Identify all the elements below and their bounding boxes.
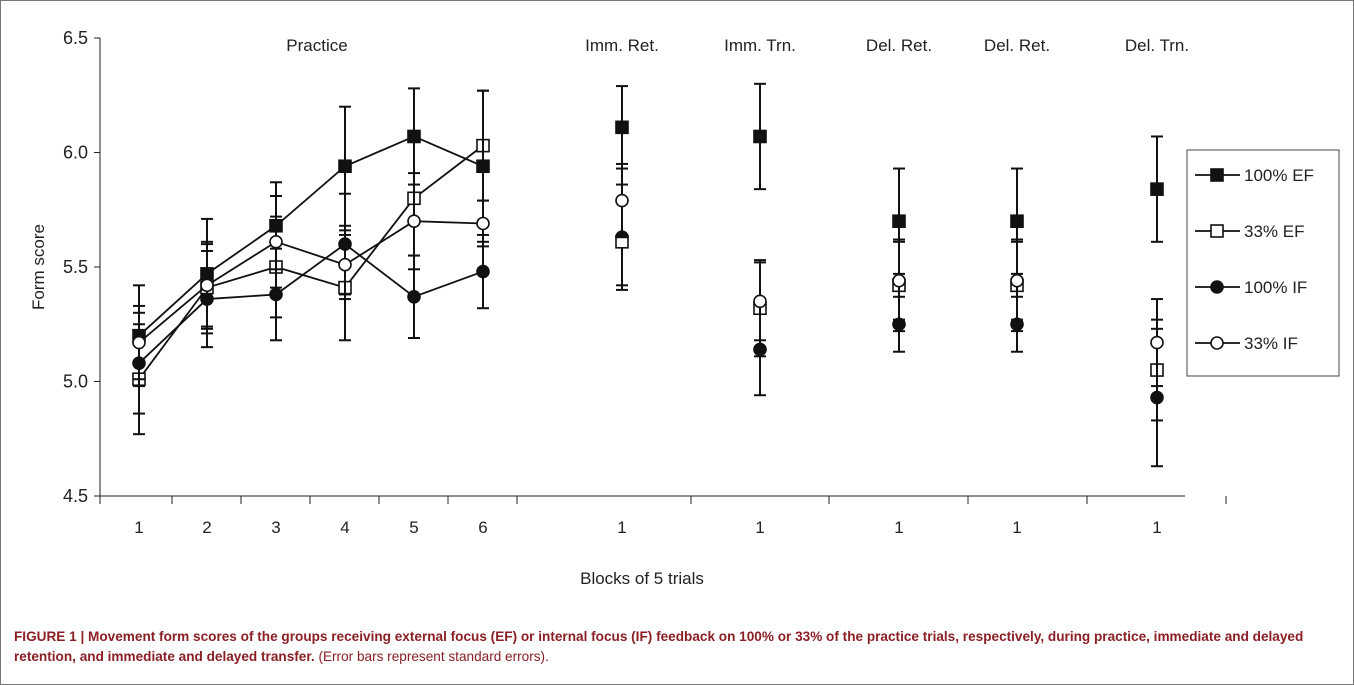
data-point <box>615 120 629 135</box>
x-tick-label: 1 <box>1152 518 1161 537</box>
legend-label: 100% EF <box>1244 166 1314 185</box>
data-point <box>132 335 146 350</box>
data-point <box>753 129 767 144</box>
x-tick-label: 4 <box>340 518 349 537</box>
legend-marker <box>1210 224 1224 238</box>
data-point <box>338 159 352 174</box>
series-100pct-if <box>132 183 1164 468</box>
x-tick-label: 1 <box>894 518 903 537</box>
legend-marker <box>1210 168 1224 182</box>
legend-marker <box>1210 336 1224 350</box>
data-point <box>338 257 352 272</box>
data-point <box>1150 182 1164 196</box>
series-line <box>138 144 484 380</box>
phase-label: Del. Ret. <box>866 36 932 55</box>
data-point <box>269 235 283 249</box>
series-line <box>138 135 484 337</box>
y-tick-label: 5.5 <box>63 257 88 277</box>
data-point <box>476 264 490 279</box>
y-axis-title: Form score <box>29 224 48 310</box>
legend: 100% EF 33% EF 100% IF 33% IF <box>1186 149 1340 377</box>
legend-label: 100% IF <box>1244 278 1307 297</box>
series-100pct-ef <box>132 82 1164 388</box>
data-point <box>407 289 421 304</box>
legend-label: 33% IF <box>1244 334 1298 353</box>
x-tick-label: 1 <box>617 518 626 537</box>
x-tick-label: 5 <box>409 518 418 537</box>
series-33pct-ef <box>132 89 1164 436</box>
data-point <box>615 193 629 208</box>
y-tick-label: 6.5 <box>63 28 88 48</box>
form-score-chart: 4.5 5.0 5.5 6.0 6.5 1 2 3 4 5 6 Practice 1 Imm. Ret. 1… <box>29 28 1340 588</box>
series-line <box>138 242 484 364</box>
caption-note: (Error bars represent standard errors). <box>318 649 549 664</box>
data-point <box>892 273 906 288</box>
data-point <box>1010 214 1024 228</box>
x-tick-label: 6 <box>478 518 487 537</box>
phase-label: Del. Trn. <box>1125 36 1189 55</box>
series-line <box>138 220 484 344</box>
data-point <box>407 214 421 228</box>
phase-label: Practice <box>286 36 347 55</box>
x-tick-label: 1 <box>1012 518 1021 537</box>
data-point <box>753 294 767 309</box>
legend-label: 33% EF <box>1244 222 1304 241</box>
data-point <box>476 216 490 231</box>
x-tick-label: 3 <box>271 518 280 537</box>
y-tick-label: 4.5 <box>63 486 88 506</box>
figure-caption: FIGURE 1 | Movement form scores of the g… <box>14 627 1334 667</box>
y-tick-label: 6.0 <box>63 143 88 163</box>
x-tick-label: 2 <box>202 518 211 537</box>
x-tick-label: 1 <box>755 518 764 537</box>
phase-label: Del. Ret. <box>984 36 1050 55</box>
series-33pct-if <box>132 162 1164 388</box>
data-point <box>476 159 490 174</box>
y-tick-label: 5.0 <box>63 372 88 392</box>
phase-label: Imm. Trn. <box>724 36 796 55</box>
legend-marker <box>1210 280 1224 294</box>
phase-label: Imm. Ret. <box>585 36 659 55</box>
data-point <box>1010 273 1024 288</box>
data-point <box>1150 335 1164 350</box>
x-tick-label: 1 <box>134 518 143 537</box>
caption-main: FIGURE 1 | Movement form scores of the g… <box>14 629 1304 664</box>
x-axis-title: Blocks of 5 trials <box>580 569 704 588</box>
data-point <box>200 278 214 293</box>
data-point <box>407 129 421 144</box>
data-point <box>892 214 906 228</box>
